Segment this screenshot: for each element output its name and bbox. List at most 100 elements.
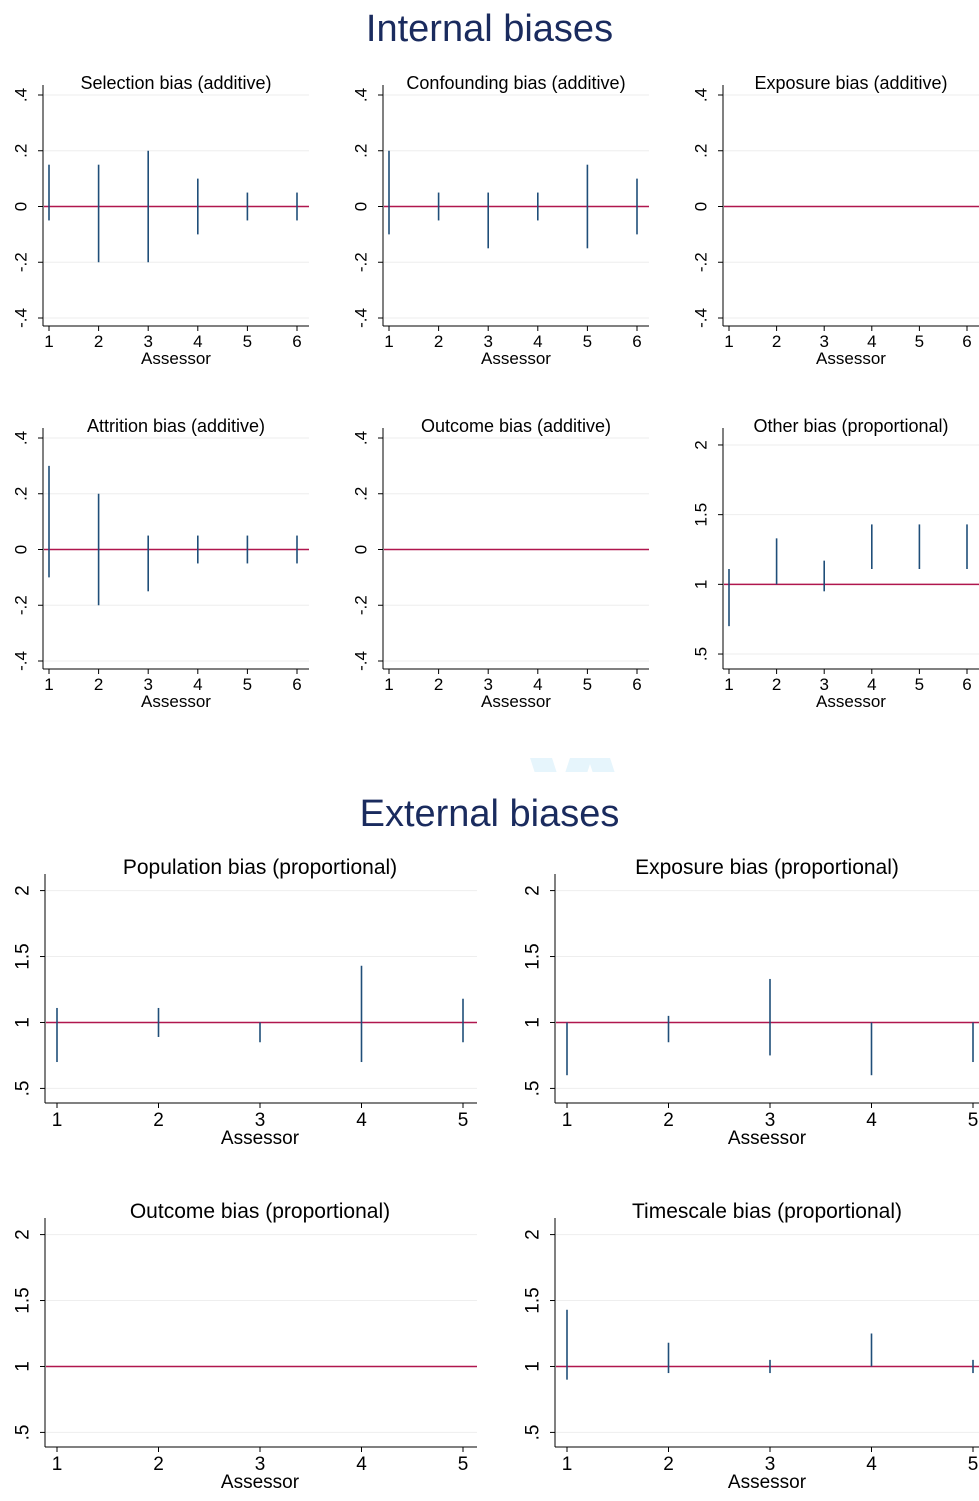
x-tick-label: 4 — [193, 332, 202, 351]
internal-biases-title: Internal biases — [365, 8, 614, 50]
chart-panel-9: .5 1 1.5 2 1 2 3 4 5 Assessor Outcome bias (propor… — [13, 1200, 477, 1493]
x-tick-label: 5 — [243, 332, 252, 351]
x-tick-label: 5 — [583, 675, 592, 694]
external-biases-title: External biases — [359, 793, 620, 835]
chart-title: Attrition bias (additive) — [87, 416, 265, 436]
x-axis-label: Assessor — [481, 692, 551, 711]
y-tick-label: .4 — [12, 431, 31, 445]
y-tick-label: .5 — [692, 647, 711, 661]
y-tick-label: .4 — [352, 88, 371, 102]
y-tick-label: 1 — [692, 580, 711, 589]
x-tick-label: 6 — [962, 675, 971, 694]
y-tick-label: -.2 — [12, 252, 31, 272]
x-tick-label: 5 — [968, 1454, 979, 1475]
x-tick-label: 2 — [772, 332, 781, 351]
x-tick-label: 4 — [356, 1454, 367, 1475]
x-tick-label: 5 — [915, 332, 924, 351]
chart-panel-1: -.4 -.2 0 .2 .4 1 2 3 4 5 6 Assessor Selection bias … — [12, 73, 309, 368]
x-tick-label: 2 — [772, 675, 781, 694]
x-tick-label: 2 — [663, 1110, 674, 1131]
x-tick-label: 2 — [153, 1454, 164, 1475]
x-axis-label: Assessor — [816, 349, 886, 368]
y-tick-label: -.2 — [352, 252, 371, 272]
y-tick-label: 2 — [523, 1229, 544, 1240]
y-tick-label: 1 — [523, 1361, 544, 1372]
y-tick-label: 1.5 — [13, 1287, 34, 1313]
x-tick-label: 5 — [458, 1110, 469, 1131]
x-tick-label: 4 — [867, 332, 876, 351]
x-tick-label: 4 — [866, 1110, 877, 1131]
x-tick-label: 2 — [94, 332, 103, 351]
chart-title: Timescale bias (proportional) — [632, 1200, 902, 1223]
y-tick-label: .2 — [352, 144, 371, 158]
y-tick-label: 2 — [13, 1229, 34, 1240]
x-tick-label: 2 — [434, 675, 443, 694]
y-tick-label: .5 — [13, 1424, 34, 1440]
x-tick-label: 2 — [94, 675, 103, 694]
y-tick-label: -.2 — [352, 595, 371, 615]
y-tick-label: 0 — [352, 545, 371, 554]
chart-title: Selection bias (additive) — [80, 73, 271, 93]
y-tick-label: .2 — [12, 144, 31, 158]
y-tick-label: .4 — [12, 88, 31, 102]
x-tick-label: 3 — [255, 1454, 266, 1475]
x-axis-label: Assessor — [481, 349, 551, 368]
y-tick-label: 0 — [692, 202, 711, 211]
y-tick-label: 1.5 — [13, 943, 34, 969]
x-tick-label: 3 — [765, 1110, 776, 1131]
y-tick-label: 0 — [352, 202, 371, 211]
y-tick-label: .5 — [523, 1424, 544, 1440]
x-axis-label: Assessor — [141, 692, 211, 711]
y-tick-label: -.4 — [352, 651, 371, 671]
x-tick-label: 4 — [866, 1454, 877, 1475]
y-tick-label: 0 — [12, 545, 31, 554]
y-tick-label: 1 — [13, 1017, 34, 1028]
chart-panel-10: .5 1 1.5 2 1 2 3 4 5 Assessor Timescale bias (prop… — [523, 1200, 979, 1493]
x-tick-label: 5 — [243, 675, 252, 694]
x-tick-label: 4 — [533, 332, 542, 351]
chart-title: Exposure bias (proportional) — [635, 856, 899, 879]
chart-panel-6: .5 1 1.5 2 1 2 3 4 5 6 Assessor Other bias (proport… — [692, 416, 979, 711]
y-tick-label: .5 — [13, 1080, 34, 1096]
y-tick-label: 2 — [692, 440, 711, 449]
x-tick-label: 5 — [968, 1110, 979, 1131]
x-tick-label: 2 — [663, 1454, 674, 1475]
y-tick-label: .2 — [12, 487, 31, 501]
x-axis-label: Assessor — [141, 349, 211, 368]
chart-panel-8: .5 1 1.5 2 1 2 3 4 5 Assessor Exposure bias (propo… — [523, 856, 979, 1149]
x-tick-label: 1 — [562, 1110, 573, 1131]
y-tick-label: .4 — [692, 88, 711, 102]
y-tick-label: 1.5 — [523, 1287, 544, 1313]
chart-panel-3: -.4 -.2 0 .2 .4 1 2 3 4 5 6 Assessor Exposure bias (… — [692, 73, 979, 368]
x-tick-label: 1 — [44, 332, 53, 351]
x-tick-label: 4 — [867, 675, 876, 694]
y-tick-label: -.4 — [12, 651, 31, 671]
x-tick-label: 1 — [52, 1454, 63, 1475]
chart-panel-7: .5 1 1.5 2 1 2 3 4 5 Assessor Population bias (pro… — [13, 856, 477, 1149]
x-tick-label: 3 — [255, 1110, 266, 1131]
x-tick-label: 6 — [292, 332, 301, 351]
x-tick-label: 1 — [724, 675, 733, 694]
x-tick-label: 1 — [384, 675, 393, 694]
x-tick-label: 5 — [583, 332, 592, 351]
chart-panel-2: -.4 -.2 0 .2 .4 1 2 3 4 5 6 Assessor Confounding bia… — [352, 73, 649, 368]
x-axis-label: Assessor — [221, 1472, 300, 1493]
x-axis-label: Assessor — [221, 1128, 300, 1149]
x-tick-label: 1 — [724, 332, 733, 351]
x-tick-label: 4 — [193, 675, 202, 694]
chart-title: Confounding bias (additive) — [406, 73, 625, 93]
y-tick-label: .4 — [352, 431, 371, 445]
chart-title: Population bias (proportional) — [123, 856, 397, 879]
x-tick-label: 6 — [632, 332, 641, 351]
x-tick-label: 2 — [153, 1110, 164, 1131]
y-tick-label: .2 — [692, 144, 711, 158]
y-tick-label: -.4 — [352, 308, 371, 328]
x-tick-label: 3 — [143, 675, 152, 694]
y-tick-label: 1 — [523, 1017, 544, 1028]
chart-panel-5: -.4 -.2 0 .2 .4 1 2 3 4 5 6 Assessor Outcome bias (a… — [352, 416, 649, 711]
y-tick-label: 2 — [13, 885, 34, 896]
chart-title: Outcome bias (proportional) — [130, 1200, 390, 1223]
x-tick-label: 3 — [483, 332, 492, 351]
x-tick-label: 5 — [915, 675, 924, 694]
y-tick-label: .5 — [523, 1080, 544, 1096]
